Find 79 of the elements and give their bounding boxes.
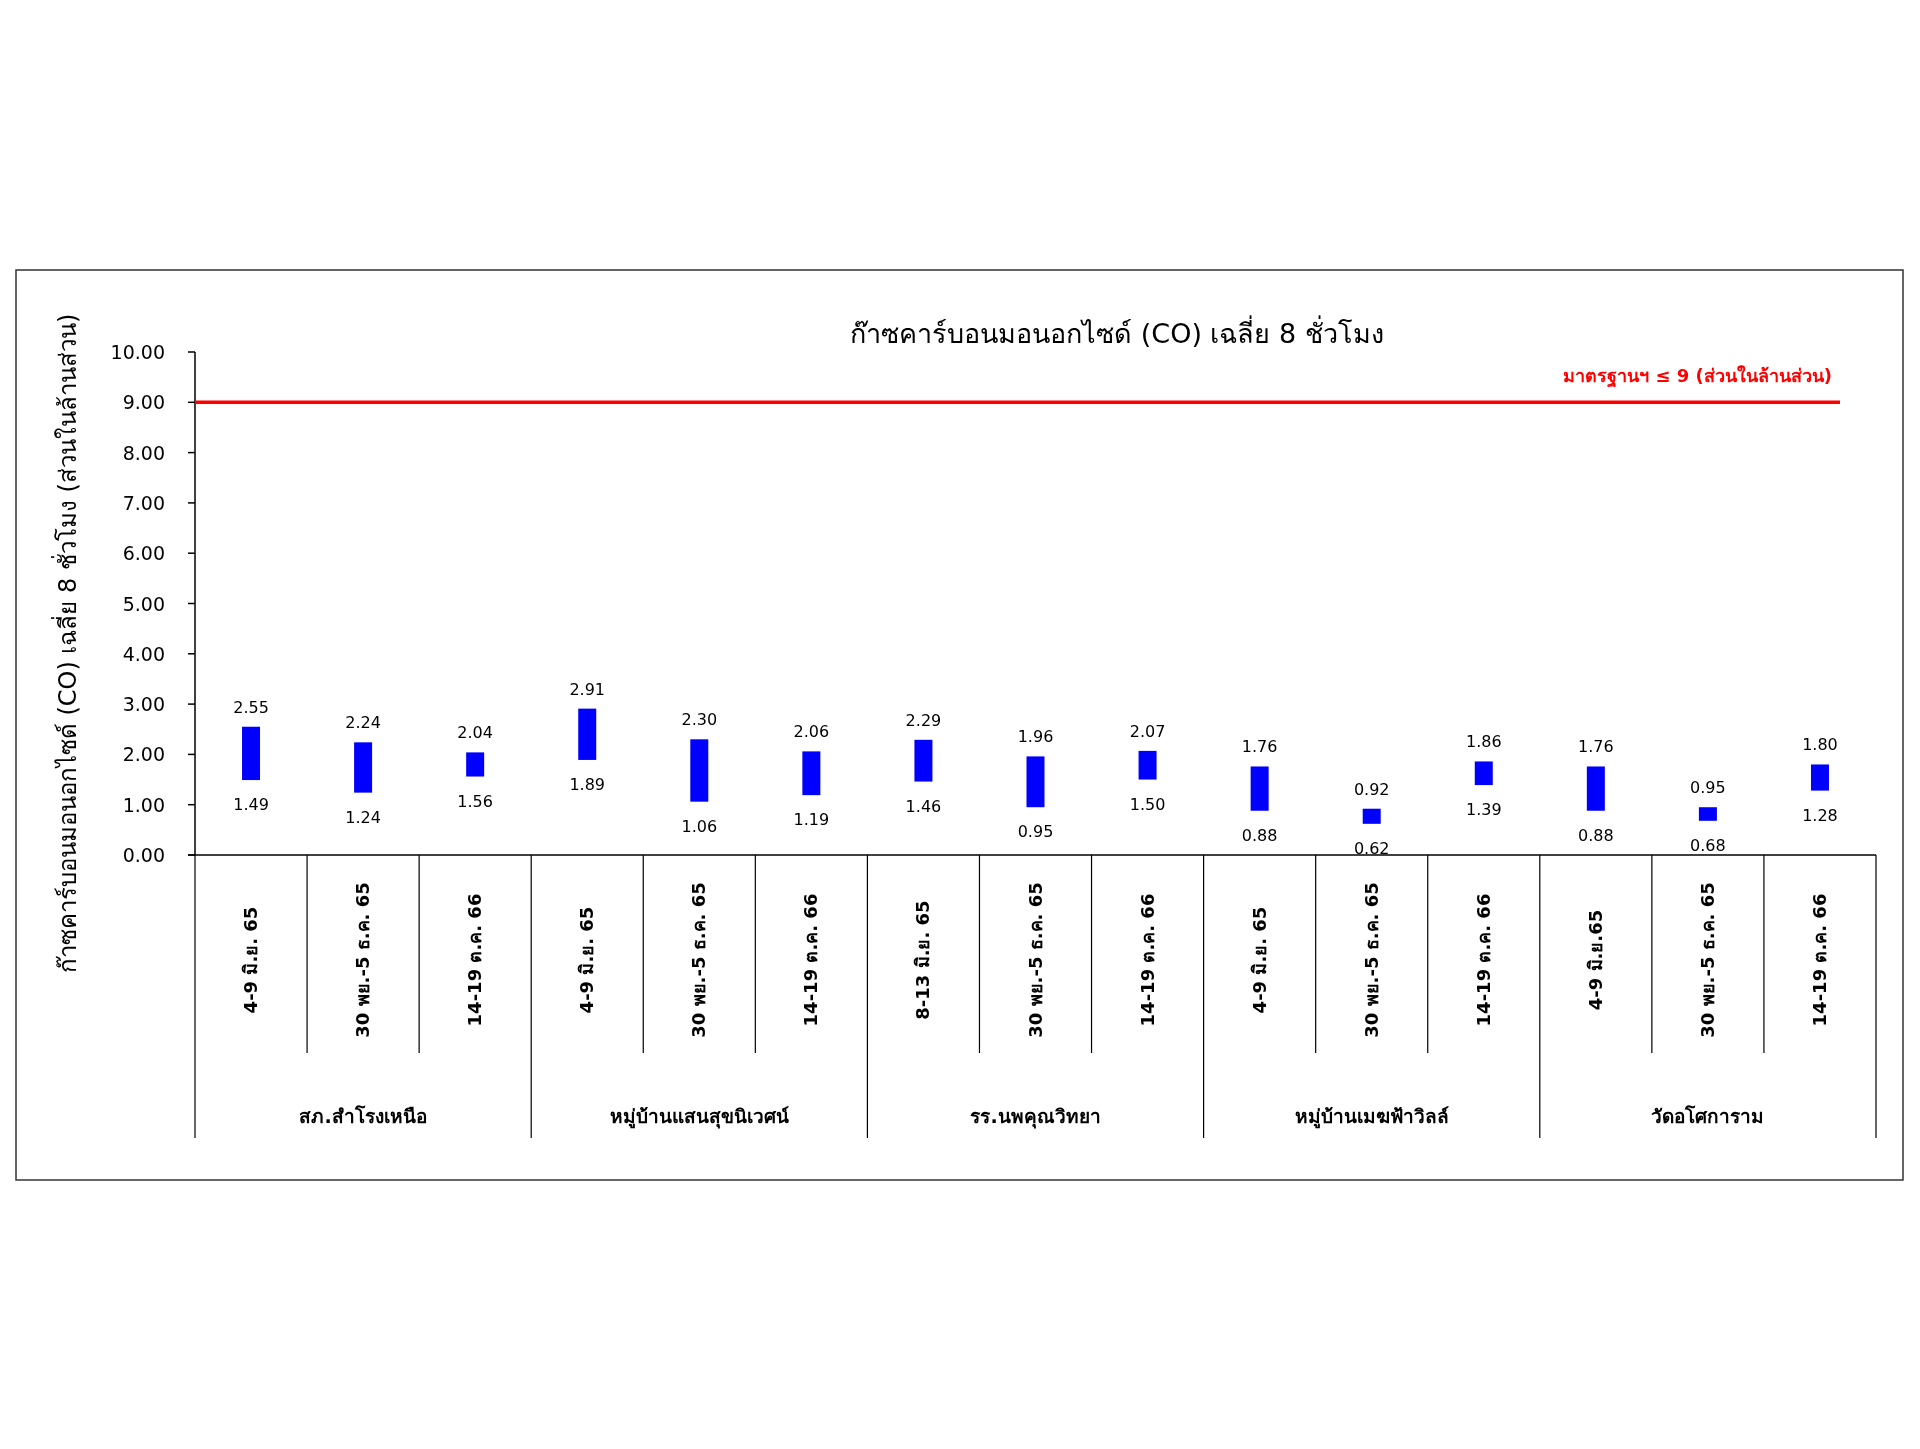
- y-tick-label: 10.00: [110, 341, 165, 363]
- bar: [1474, 761, 1493, 786]
- ref-line-label: มาตรฐานฯ ≤ 9 (ส่วนในล้านส่วน): [1563, 365, 1832, 389]
- text: สภ.สำโรงเหนือ: [299, 1105, 427, 1127]
- data-label: 2.06: [793, 722, 830, 742]
- bar: [802, 751, 821, 796]
- chart-title: ก๊าซคาร์บอนมอนอกไซด์ (CO) เฉลี่ย 8 ชั่วโมง: [850, 315, 1384, 349]
- x-tick-label: 14-19 ต.ค. 66: [1472, 893, 1494, 1027]
- bar: [1250, 766, 1269, 811]
- bar: [466, 752, 485, 777]
- x-tick-label: 30 พย.-5 ธ.ค. 65: [352, 882, 374, 1038]
- data-label: 0.95: [1690, 778, 1726, 798]
- data-label: 2.24: [345, 713, 381, 733]
- bar: [354, 742, 373, 793]
- bar: [242, 726, 261, 781]
- x-tick-label: 30 พย.-5 ธ.ค. 65: [1024, 882, 1046, 1038]
- text: หมู่บ้านเมฆฟ้าวิลล์: [1294, 1105, 1449, 1129]
- data-label: 2.07: [1129, 721, 1166, 741]
- bar: [1586, 766, 1605, 811]
- data-label: 2.29: [905, 710, 942, 730]
- bar: [1026, 756, 1045, 808]
- x-tick-label: 4-9 มิ.ย. 65: [1248, 906, 1270, 1014]
- data-label: 0.92: [1353, 779, 1390, 799]
- annotation: 0.88: [1578, 825, 1614, 845]
- annotation: 0.62: [1353, 838, 1390, 858]
- y-tick-label: 2.00: [122, 743, 165, 766]
- y-tick-label: 6.00: [122, 542, 165, 565]
- x-tick-label: 8-13 มิ.ย. 65: [912, 900, 934, 1020]
- bar: [1138, 750, 1157, 780]
- bar: [1810, 764, 1829, 791]
- text: วัดอโศการาม: [1651, 1105, 1765, 1127]
- y-tick-label: 8.00: [122, 441, 165, 464]
- data-label: 2.30: [681, 710, 718, 730]
- x-tick-label: 4-9 มิ.ย. 65: [240, 906, 262, 1014]
- data-label: 1.86: [1465, 732, 1502, 752]
- text: รร.นพคุณวิทยา: [970, 1105, 1101, 1129]
- bar: [578, 708, 597, 760]
- data-label: 1.80: [1802, 735, 1838, 755]
- annotation: 0.88: [1241, 825, 1278, 845]
- y-tick-label: 3.00: [122, 693, 165, 716]
- bar: [690, 739, 709, 802]
- data-label: 1.76: [1578, 737, 1614, 757]
- x-tick-label: 14-19 ต.ค. 66: [464, 893, 486, 1027]
- data-label: 1.76: [1241, 737, 1278, 757]
- x-tick-label: 30 พย.-5 ธ.ค. 65: [688, 882, 710, 1038]
- x-tick-label: 14-19 ต.ค. 66: [1136, 893, 1158, 1027]
- y-tick-label: 0.00: [122, 844, 165, 866]
- y-tick-label: 1.00: [122, 793, 165, 816]
- annotation: 1.28: [1802, 805, 1838, 825]
- x-tick-label: 14-19 ต.ค. 66: [1808, 893, 1830, 1027]
- y-tick-label: 4.00: [122, 642, 165, 665]
- x-tick-label: 4-9 มิ.ย. 65: [576, 906, 598, 1014]
- annotation: 0.68: [1690, 835, 1726, 855]
- bar: [1362, 808, 1381, 824]
- annotation: 1.24: [345, 807, 381, 827]
- y-tick-label: 9.00: [122, 391, 165, 414]
- data-label: 2.55: [233, 697, 269, 717]
- y-axis-title: ก๊าซคาร์บอนมอนอกไซด์ (CO) เฉลี่ย 8 ชั่วโมง (ส่วนในล้านส่วน): [51, 313, 82, 974]
- annotation: 1.50: [1129, 794, 1166, 814]
- x-tick-label: 30 พย.-5 ธ.ค. 65: [1360, 882, 1382, 1038]
- y-tick-label: 7.00: [122, 491, 165, 514]
- annotation: 1.49: [233, 795, 269, 815]
- data-label: 1.96: [1017, 727, 1054, 747]
- bar: [1698, 807, 1717, 821]
- x-tick-label: 30 พย.-5 ธ.ค. 65: [1696, 882, 1718, 1038]
- x-tick-label: 4-9 มิ.ย.65: [1584, 909, 1606, 1011]
- annotation: 1.46: [905, 796, 942, 816]
- data-label: 2.04: [457, 723, 493, 743]
- bar: [914, 739, 933, 782]
- annotation: 1.39: [1465, 800, 1502, 820]
- annotation: 0.95: [1017, 822, 1054, 842]
- x-tick-label: 14-19 ต.ค. 66: [800, 893, 822, 1027]
- annotation: 1.56: [457, 791, 493, 811]
- data-label: 2.91: [569, 679, 606, 699]
- annotation: 1.06: [681, 816, 718, 836]
- annotation: 1.19: [793, 810, 830, 830]
- y-tick-label: 5.00: [122, 592, 165, 615]
- text: หมู่บ้านแสนสุขนิเวศน์: [609, 1105, 789, 1129]
- annotation: 1.89: [569, 774, 606, 794]
